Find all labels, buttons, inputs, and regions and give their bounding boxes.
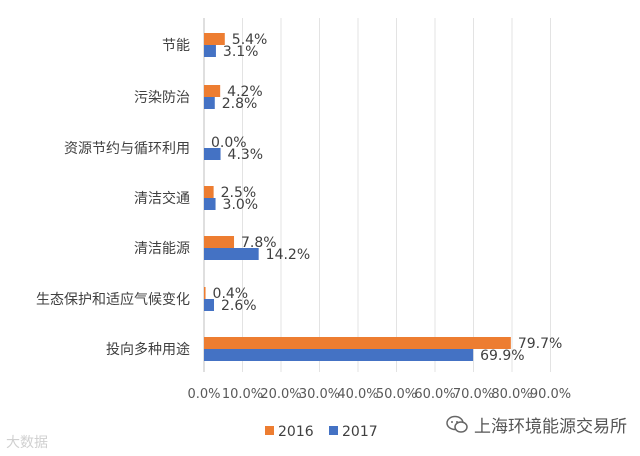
bar-2017-3 [204,198,216,210]
category-label: 节能 [162,38,190,54]
data-label-2017-3: 3.0% [223,197,259,213]
x-tick-label: 80.0% [491,387,532,402]
x-tick-label: 20.0% [260,387,301,402]
bar-2017-0 [204,45,216,57]
legend-label-2017: 2017 [342,424,378,440]
data-label-2017-5: 2.6% [221,298,257,314]
data-label-2017-0: 3.1% [223,44,259,60]
x-tick-label: 70.0% [453,387,494,402]
data-label-2016-4: 7.8% [241,235,277,251]
bar-2017-6 [204,349,474,361]
bars: 5.4%3.1% 4.2%2.8% 0.0%4.3% 2.5%3.0% 7.8%14.2… [204,32,562,364]
legend: 2016 2017 [265,424,378,440]
category-label: 投向多种用途 [106,341,190,358]
data-label-2017-6: 69.9% [480,348,524,364]
bar-2016-6 [204,337,511,349]
data-label-2016-0: 5.4% [232,32,268,48]
x-tick-label: 60.0% [414,387,455,402]
data-label-2016-2: 0.0% [211,135,247,151]
watermark-right-text: 上海环境能源交易所 [474,417,627,437]
wechat-icon [446,415,468,433]
x-tick-label: 0.0% [187,387,220,402]
data-label-2016-1: 4.2% [227,84,263,100]
bar-2016-3 [204,186,214,198]
x-tick-labels: 0.0% 10.0%20.0%30.0%40.0%50.0%60.0%70.0%8… [187,387,571,402]
category-label: 资源节约与循环利用 [64,141,190,157]
data-label-2016-6: 79.7% [518,336,562,352]
grid-lines [203,18,551,372]
x-tick-label: 10.0% [222,387,263,402]
watermark-left: 大数据 [6,432,48,452]
data-label-2016-3: 2.5% [221,185,257,201]
legend-label-2016: 2016 [278,424,314,440]
data-label-2017-1: 2.8% [222,96,258,112]
bar-2017-2 [204,148,221,160]
bar-2017-4 [204,248,259,260]
category-label: 污染防治 [134,90,190,106]
x-tick-label: 30.0% [299,387,340,402]
bar-2017-5 [204,299,215,311]
category-label: 清洁交通 [134,190,190,207]
legend-swatch-2016 [265,426,274,435]
watermark-right: 上海环境能源交易所 [446,412,627,437]
x-tick-label: 50.0% [376,387,417,402]
legend-swatch-2017 [329,426,338,435]
category-label: 清洁能源 [134,241,190,257]
category-label: 生态保护和适应气候变化 [36,291,190,308]
bar-2016-4 [204,236,235,248]
x-tick-label: 40.0% [337,387,378,402]
bar-2016-0 [204,33,225,45]
bar-2016-1 [204,85,221,97]
bar-2016-5 [204,287,206,299]
data-label-2017-2: 4.3% [228,147,264,163]
data-label-2017-4: 14.2% [266,247,310,263]
watermark-left-text: 大数据 [6,435,48,451]
bar-2017-1 [204,97,215,109]
x-tick-label: 90.0% [530,387,571,402]
data-label-2016-5: 0.4% [213,286,249,302]
